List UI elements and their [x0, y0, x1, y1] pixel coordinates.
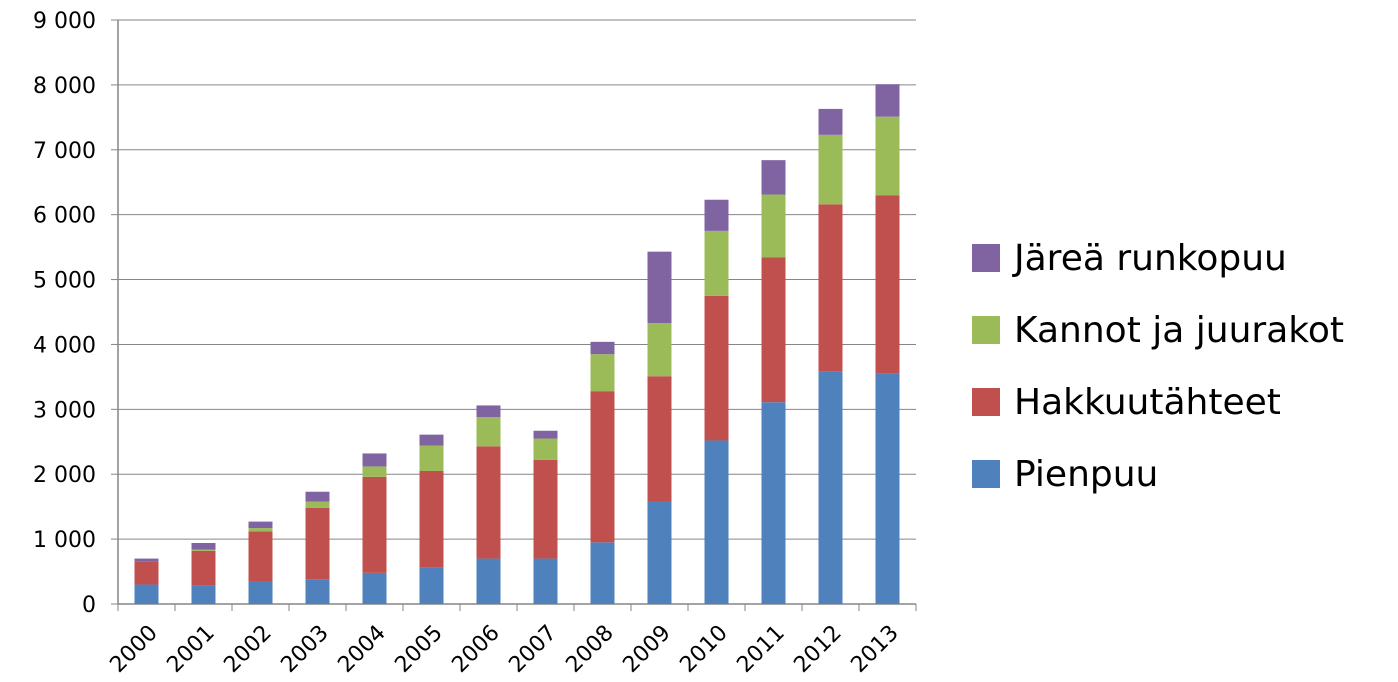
bar-segment — [476, 417, 501, 447]
bar-segment — [704, 440, 729, 604]
bar-segment — [134, 558, 159, 562]
bar-segment — [362, 572, 387, 604]
legend-item-jarea-runkopuu: Järeä runkopuu — [972, 222, 1344, 294]
bar-segment — [419, 567, 444, 604]
bar-segment — [134, 561, 159, 585]
bar-segment — [362, 466, 387, 477]
legend: Järeä runkopuu Kannot ja juurakot Hakkuu… — [972, 222, 1344, 510]
y-tick-label: 3 000 — [33, 398, 96, 423]
bar-segment — [875, 195, 900, 374]
bar-segment — [419, 470, 444, 568]
x-tick-label: 2001 — [162, 621, 219, 678]
legend-label: Pienpuu — [1014, 453, 1159, 495]
legend-item-hakkuutahteet: Hakkuutähteet — [972, 366, 1344, 438]
bar-segment — [704, 295, 729, 441]
bar-segment — [476, 446, 501, 559]
x-tick-label: 2007 — [504, 621, 561, 678]
bar-segment — [191, 549, 216, 551]
bar-segment — [647, 323, 672, 377]
y-tick-label: 8 000 — [33, 74, 96, 99]
bar-segment — [704, 199, 729, 231]
bar-segment — [818, 108, 843, 135]
bar-segment — [476, 558, 501, 604]
x-tick-label: 2004 — [333, 621, 390, 678]
legend-item-kannot-ja-juurakot: Kannot ja juurakot — [972, 294, 1344, 366]
y-tick-label: 1 000 — [33, 528, 96, 553]
y-tick-label: 4 000 — [33, 333, 96, 358]
bar-segment — [590, 542, 615, 604]
x-tick-label: 2009 — [618, 621, 675, 678]
x-tick-label: 2003 — [276, 621, 333, 678]
bar-segment — [476, 405, 501, 418]
x-tick-label: 2002 — [219, 621, 276, 678]
bar-segment — [362, 476, 387, 573]
x-tick-label: 2010 — [675, 621, 732, 678]
bar-segment — [191, 585, 216, 604]
bar-segment — [191, 543, 216, 550]
x-tick-label: 2011 — [732, 621, 789, 678]
bar-segment — [362, 453, 387, 467]
legend-swatch — [972, 460, 1000, 488]
bar-segment — [761, 402, 786, 604]
x-tick-label: 2013 — [846, 621, 903, 678]
bar-segment — [818, 204, 843, 372]
bar-segment — [875, 373, 900, 604]
y-tick-label: 5 000 — [33, 269, 96, 294]
x-tick-label: 2005 — [390, 621, 447, 678]
bar-segment — [875, 84, 900, 117]
bar-segment — [533, 438, 558, 460]
bar-segment — [647, 376, 672, 502]
bar-segment — [818, 134, 843, 205]
y-tick-label: 0 — [82, 593, 96, 618]
y-tick-label: 9 000 — [33, 9, 96, 34]
bar-segment — [647, 251, 672, 324]
legend-swatch — [972, 388, 1000, 416]
bar-segment — [761, 160, 786, 195]
bar-segment — [305, 579, 330, 604]
legend-swatch — [972, 244, 1000, 272]
bar-segment — [305, 507, 330, 580]
bar-segment — [134, 584, 159, 604]
y-tick-label: 7 000 — [33, 139, 96, 164]
bar-segment — [305, 491, 330, 502]
bar-segment — [704, 230, 729, 296]
bar-segment — [419, 434, 444, 446]
bar-segment — [533, 459, 558, 559]
bar-segment — [647, 501, 672, 604]
legend-item-pienpuu: Pienpuu — [972, 438, 1344, 510]
bar-segment — [590, 391, 615, 543]
bar-segment — [761, 257, 786, 403]
y-tick-label: 6 000 — [33, 204, 96, 229]
x-tick-label: 2012 — [789, 621, 846, 678]
bar-segment — [533, 430, 558, 439]
x-tick-label: 2006 — [447, 621, 504, 678]
bar-segment — [248, 531, 273, 582]
legend-swatch — [972, 316, 1000, 344]
bar-segment — [419, 445, 444, 471]
bar-segment — [590, 354, 615, 392]
bar-segment — [590, 341, 615, 355]
bar-segment — [191, 550, 216, 586]
x-tick-label: 2000 — [105, 621, 162, 678]
bar-segment — [248, 521, 273, 529]
bar-segment — [248, 528, 273, 532]
bar-segment — [533, 558, 558, 604]
y-tick-label: 2 000 — [33, 463, 96, 488]
bar-segment — [248, 581, 273, 604]
bar-segment — [305, 501, 330, 508]
x-tick-label: 2008 — [561, 621, 618, 678]
bar-segment — [761, 194, 786, 258]
bar-segment — [818, 371, 843, 604]
legend-label: Hakkuutähteet — [1014, 381, 1281, 423]
legend-label: Kannot ja juurakot — [1014, 309, 1344, 351]
bar-segment — [875, 116, 900, 196]
legend-label: Järeä runkopuu — [1014, 237, 1287, 279]
